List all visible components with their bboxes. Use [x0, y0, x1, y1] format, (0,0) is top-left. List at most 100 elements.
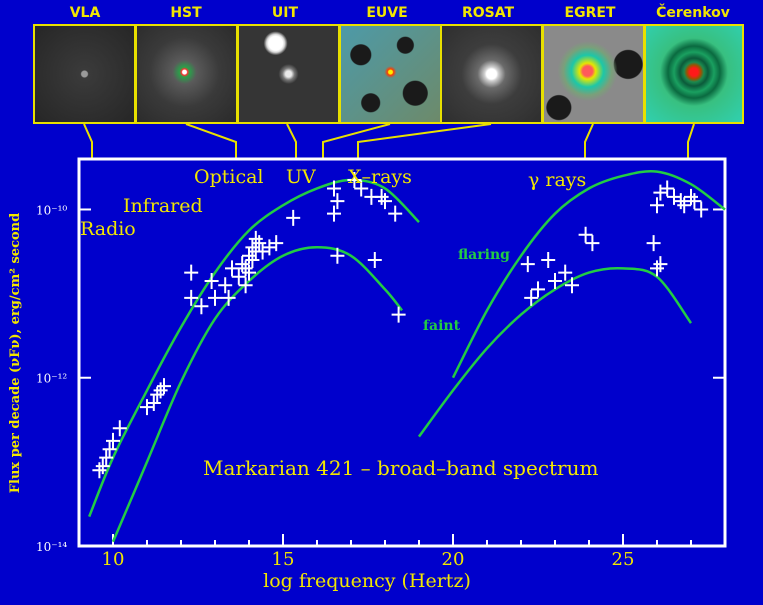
data-point	[140, 399, 154, 416]
data-point	[646, 235, 661, 252]
data-point	[524, 289, 539, 306]
x-tick-labels: 10 15 20 25	[102, 549, 635, 570]
data-point	[255, 243, 270, 260]
data-point	[218, 277, 233, 294]
model-curve-faint	[417, 266, 693, 438]
x-tick-label: 15	[272, 549, 295, 570]
data-point	[694, 201, 709, 218]
data-point	[388, 205, 403, 222]
data-point	[242, 264, 256, 281]
x-axis-label: log frequency (Hertz)	[263, 570, 471, 592]
x-tick-label: 10	[102, 549, 125, 570]
data-point	[327, 205, 341, 222]
vla-image	[33, 24, 136, 124]
band-label-radio: Radio	[80, 218, 136, 240]
data-point	[541, 251, 556, 268]
data-point	[548, 272, 562, 289]
data-point	[653, 256, 668, 273]
data-point	[286, 209, 301, 226]
euve-image	[339, 24, 442, 124]
data-point	[667, 188, 681, 205]
band-label-optical: Optical	[194, 166, 264, 188]
data-point	[112, 420, 127, 437]
x-tick-label: 20	[442, 549, 465, 570]
data-point	[687, 193, 702, 210]
x-tick-label: 25	[612, 549, 635, 570]
data-point	[238, 277, 253, 294]
data-point	[330, 247, 345, 264]
data-point	[153, 382, 168, 399]
band-label-xrays: X–rays	[348, 166, 412, 188]
axis-ticks	[79, 208, 725, 547]
data-point	[184, 289, 199, 306]
telescope-label-cerenkov: Čerenkov	[656, 5, 730, 21]
data-point	[374, 188, 389, 205]
band-label-gamma: γ rays	[528, 169, 586, 191]
data-point	[520, 256, 535, 273]
y-tick-label: 10⁻¹⁰	[36, 203, 67, 217]
data-point	[242, 247, 256, 264]
rosat-image	[440, 24, 543, 124]
telescope-label-uit: UIT	[271, 5, 299, 21]
data-point	[650, 260, 664, 277]
data-point	[330, 193, 345, 210]
model-curve-faint	[111, 246, 403, 543]
cerenkov-image	[644, 24, 744, 124]
data-point	[102, 441, 117, 458]
data-point	[531, 281, 545, 298]
data-point	[150, 386, 165, 403]
hst-image	[135, 24, 238, 124]
data-point	[653, 184, 668, 201]
data-point	[235, 256, 250, 273]
data-point	[585, 235, 600, 252]
data-point	[225, 260, 239, 277]
data-point	[378, 193, 392, 210]
telescope-label-vla: VLA	[69, 5, 101, 21]
data-points	[92, 172, 709, 479]
data-point	[245, 251, 260, 268]
data-point	[106, 432, 120, 449]
data-point	[660, 180, 675, 197]
data-point	[367, 251, 382, 268]
band-label-uv: UV	[286, 166, 316, 188]
y-tick-label: 10⁻¹²	[36, 372, 67, 386]
data-point	[650, 197, 664, 214]
chart-title: Markarian 421 – broad–band spectrum	[203, 456, 598, 480]
data-point	[565, 277, 579, 294]
uit-image	[237, 24, 340, 124]
data-point	[92, 462, 107, 479]
y-tick-label: 10⁻¹⁴	[36, 540, 67, 554]
data-point	[262, 239, 277, 256]
data-point	[354, 180, 369, 197]
curve-label-flaring: flaring	[458, 247, 510, 263]
data-point	[673, 193, 688, 210]
data-point	[231, 268, 246, 285]
data-point	[578, 226, 593, 243]
data-point	[252, 235, 267, 252]
curve-label-faint: faint	[423, 318, 461, 334]
data-point	[221, 289, 236, 306]
data-point	[146, 394, 161, 411]
data-point	[269, 235, 284, 252]
data-point	[95, 458, 110, 475]
data-point	[391, 306, 406, 323]
data-point	[558, 264, 573, 281]
data-point	[347, 172, 362, 189]
band-label-infrared: Infrared	[123, 195, 203, 217]
telescope-label-euve: EUVE	[366, 5, 408, 21]
model-curves	[88, 170, 726, 543]
panel-connectors	[83, 123, 695, 158]
data-point	[208, 289, 222, 306]
data-point	[684, 188, 698, 205]
data-point	[194, 298, 209, 315]
telescope-label-egret: EGRET	[564, 5, 616, 21]
data-point	[204, 272, 219, 289]
plot-frame	[77, 157, 727, 548]
data-point	[99, 449, 114, 466]
telescope-label-hst: HST	[170, 5, 202, 21]
y-axis-label: Flux per decade (νFν), erg/cm² second	[8, 213, 23, 493]
data-point	[327, 180, 341, 197]
data-point	[238, 260, 253, 277]
